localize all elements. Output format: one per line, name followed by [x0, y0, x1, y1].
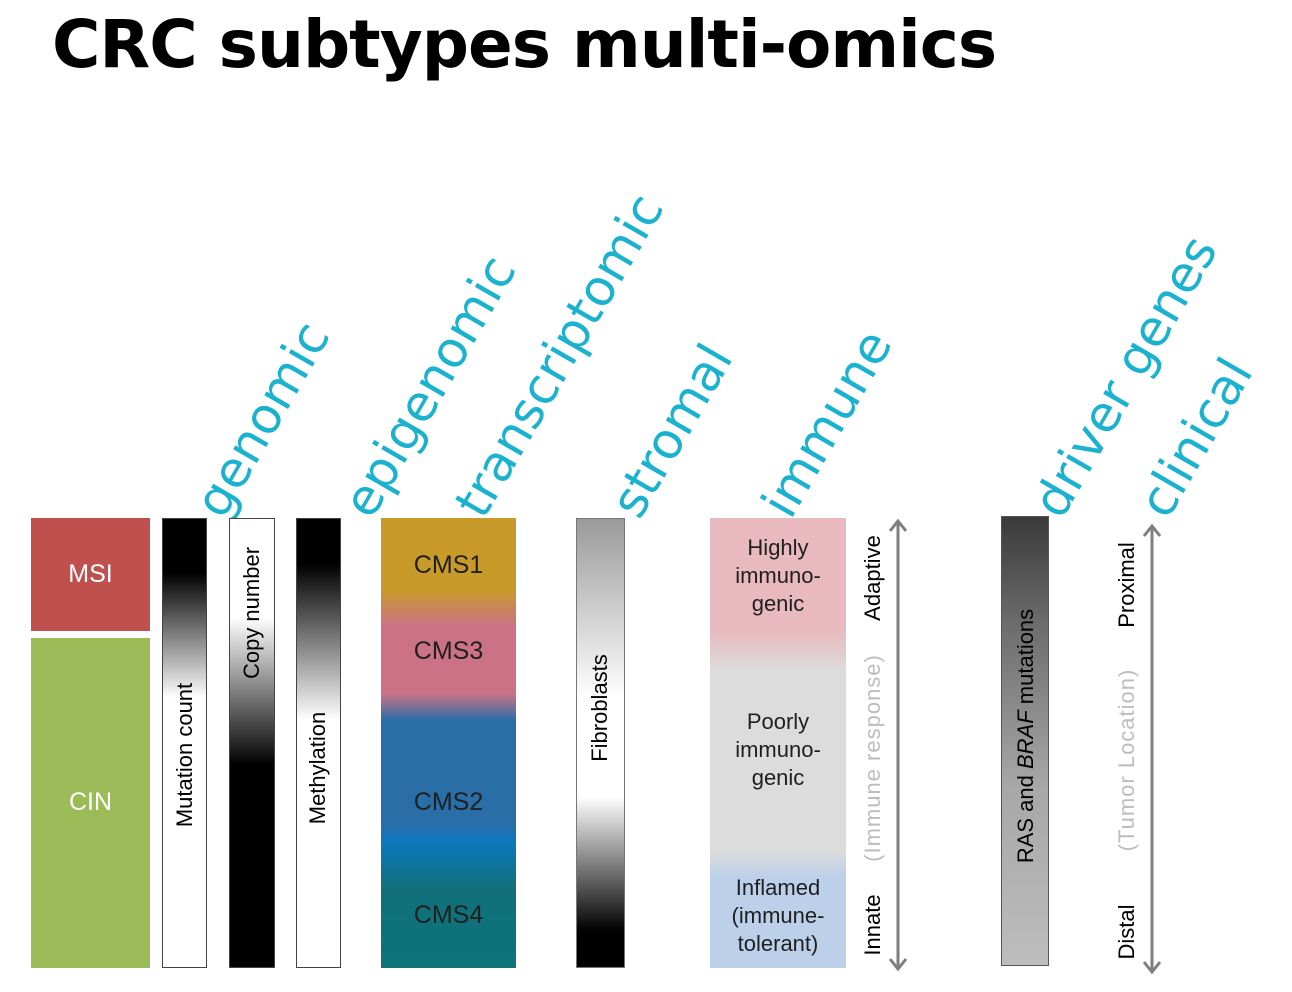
msi-box [31, 518, 150, 631]
mutation-count-bar [162, 518, 207, 968]
inflamed-line-2: (immune- [731, 903, 825, 928]
copy-number-bar [229, 518, 275, 968]
poorly-line-3: genic [751, 765, 805, 790]
immune-bar [710, 518, 846, 968]
ras-text: RAS and [1013, 769, 1038, 864]
immune-response-label: (Immune response) [860, 654, 885, 862]
cms3-label: CMS3 [413, 637, 484, 665]
inflamed-label: Inflamed (immune- tolerant) [710, 874, 846, 958]
adaptive-label: Adaptive [860, 535, 885, 621]
tumor-location-arrow [1142, 523, 1162, 975]
immune-response-arrow [888, 518, 908, 972]
methylation-label: Methylation [305, 711, 330, 825]
distal-label: Distal [1114, 904, 1139, 960]
methylation-bar [296, 518, 341, 968]
mutations-text: mutations [1013, 608, 1038, 711]
driver-genes-label: RAS and BRAF mutations [1013, 609, 1039, 863]
innate-label: Innate [860, 894, 885, 956]
header-stromal: stromal [599, 334, 745, 527]
cms4-label: CMS4 [413, 901, 484, 929]
poorly-line-1: Poorly [746, 709, 810, 734]
cms2-label: CMS2 [413, 788, 484, 816]
cin-box [31, 638, 150, 968]
page-title: CRC subtypes multi-omics [52, 6, 997, 83]
inflamed-line-1: Inflamed [735, 875, 821, 900]
header-immune: immune [750, 320, 904, 527]
fibroblasts-bar [576, 518, 625, 968]
highly-line-2: immuno- [735, 563, 821, 588]
poorly-immunogenic-label: Poorly immuno- genic [710, 708, 846, 792]
proximal-label: Proximal [1114, 542, 1139, 628]
cms1-label: CMS1 [413, 551, 484, 579]
fibroblasts-label: Fibroblasts [587, 654, 612, 762]
poorly-line-2: immuno- [735, 737, 821, 762]
mutation-count-label: Mutation count [172, 682, 197, 828]
copy-number-label: Copy number [239, 546, 264, 680]
highly-immunogenic-label: Highly immuno- genic [710, 534, 846, 618]
highly-line-3: genic [751, 591, 805, 616]
driver-genes-bar [1001, 516, 1049, 966]
header-genomic: genomic [183, 311, 342, 527]
inflamed-line-3: tolerant) [737, 931, 819, 956]
cms-bar [381, 518, 516, 968]
cin-label: CIN [68, 788, 113, 816]
highly-line-1: Highly [747, 535, 809, 560]
braf-text: BRAF [1013, 710, 1038, 770]
tumor-location-label: (Tumor Location) [1114, 668, 1139, 852]
msi-label: MSI [68, 560, 113, 588]
